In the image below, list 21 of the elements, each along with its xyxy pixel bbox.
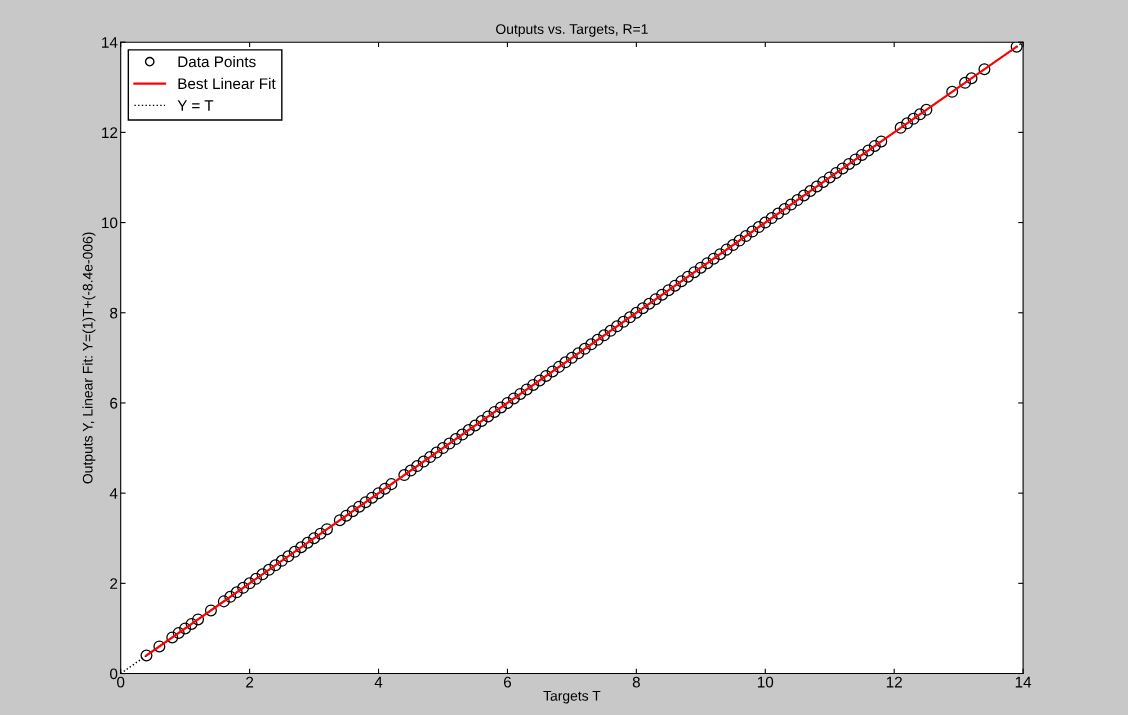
y-tick-label: 4 [109,488,118,499]
legend-label: Best Linear Fit [178,77,276,90]
x-tick-label: 10 [757,676,774,688]
y-axis-title: Outputs Y, Linear Fit: Y=(1)T+(-8.4e-006) [82,232,96,484]
x-tick-label: 4 [374,676,383,688]
x-tick-label: 2 [246,676,254,688]
legend-label: Y = T [177,100,214,111]
x-tick-label: 12 [886,676,902,688]
y-tick-label: 2 [110,578,118,589]
chart-title: Outputs vs. Targets, R=1 [496,24,648,37]
y-tick-label: 6 [110,397,118,409]
x-tick-label: 8 [632,676,640,688]
y-tick-label: 12 [102,127,118,138]
y-tick-label: 8 [110,307,118,319]
y-tick-label: 14 [102,37,118,48]
x-tick-label: 6 [503,676,512,688]
x-tick-label: 14 [1015,676,1032,688]
legend-label: Data Points [178,55,256,68]
y-tick-label: 0 [110,668,118,680]
y-tick-label: 10 [102,217,118,229]
x-axis-title: Targets T [543,691,601,704]
